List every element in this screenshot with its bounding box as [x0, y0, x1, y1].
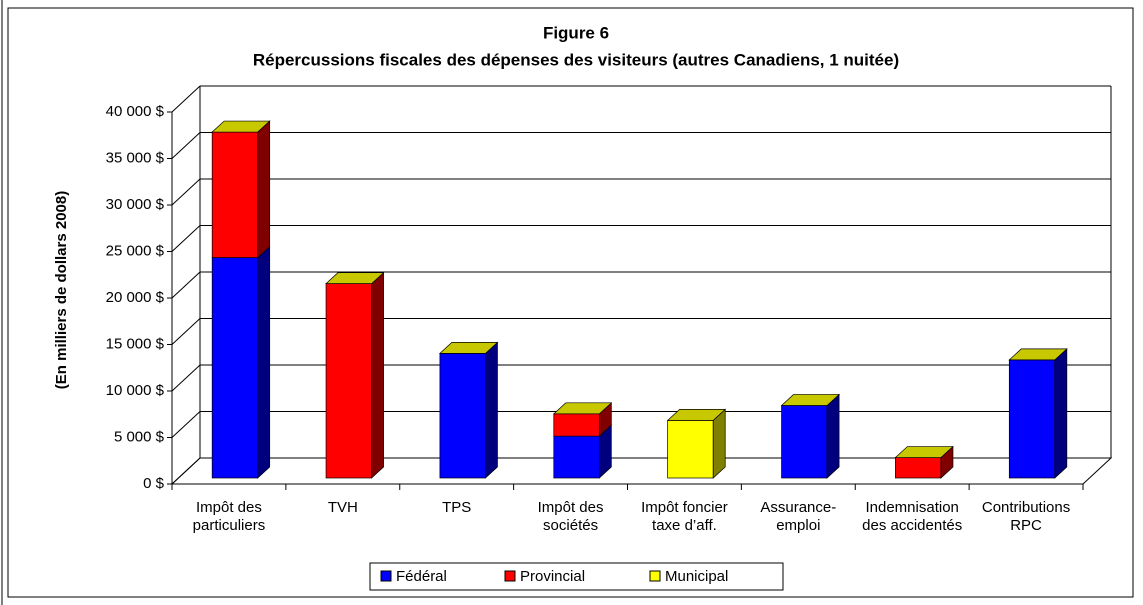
bar-top: [780, 394, 840, 406]
bar-side: [712, 408, 726, 479]
x-tick-label: TVH: [328, 499, 358, 516]
legend-swatch: [380, 570, 392, 582]
bar-segment: [1008, 359, 1056, 479]
wall-grid-line: [171, 457, 201, 485]
y-tick-label: 5 000 $: [114, 428, 165, 445]
legend-label: Fédéral: [396, 568, 447, 585]
x-tick-label: Impôt foncier taxe d’aff.: [641, 499, 728, 534]
chart-subtitle: Répercussions fiscales des dépenses des …: [253, 50, 899, 69]
legend-box: [369, 562, 784, 591]
bar-top: [552, 402, 613, 415]
legend-label: Provincial: [520, 568, 585, 585]
y-tick-label: 40 000 $: [106, 103, 165, 120]
x-tick-label: TPS: [442, 499, 471, 516]
wall-grid-line: [171, 178, 201, 206]
bar-segment: [895, 457, 942, 479]
bar-top: [666, 408, 727, 421]
y-tick-label: 20 000 $: [106, 289, 165, 306]
x-tick-label: Impôt des particuliers: [193, 499, 266, 534]
wall-grid-line: [171, 318, 201, 345]
bar-top: [211, 120, 271, 133]
bar-top: [1008, 348, 1068, 361]
bar-segment: [781, 405, 828, 479]
y-tick-label: 35 000 $: [106, 149, 165, 166]
bar-segment: [325, 283, 372, 479]
bar-side: [826, 393, 840, 479]
bar-top: [439, 342, 499, 354]
bar-top: [894, 446, 954, 458]
wall-grid-line: [171, 411, 201, 438]
chart-title: Figure 6: [543, 23, 609, 42]
bar-side: [371, 271, 384, 479]
y-tick-label: 0 $: [143, 475, 165, 492]
legend-swatch: [504, 570, 516, 582]
wall-grid-line: [171, 225, 201, 252]
y-tick-label: 10 000 $: [106, 382, 165, 399]
bar-segment: [553, 435, 600, 479]
x-tick-label: Indemnisation des accidentés: [862, 499, 962, 534]
y-tick-label: 30 000 $: [106, 196, 165, 213]
wall-grid-line: [171, 271, 201, 299]
wall-grid-line: [171, 85, 201, 113]
bar-segment: [667, 419, 714, 479]
bar-segment: [211, 131, 259, 258]
x-tick-label: Assurance-emploi: [760, 499, 836, 534]
legend-swatch: [649, 570, 661, 582]
y-tick-label: 15 000 $: [106, 335, 165, 352]
y-axis-title: (En milliers de dollars 2008): [53, 191, 70, 389]
wall-grid-line: [171, 132, 201, 159]
bar-side: [485, 341, 498, 479]
bar-segment: [211, 257, 259, 479]
x-tick-label: Impôt des sociétés: [538, 499, 604, 534]
x-tick-label: Contributions RPC: [982, 499, 1070, 534]
chart-frame: [7, 7, 1134, 598]
bar-side: [257, 245, 271, 479]
bar-side: [257, 120, 271, 259]
bar-segment: [439, 353, 486, 479]
bar-top: [325, 272, 385, 284]
bar-segment: [553, 413, 600, 437]
legend-label: Municipal: [665, 568, 728, 585]
y-tick-label: 25 000 $: [106, 242, 165, 259]
wall-grid-line: [171, 364, 201, 392]
bar-side: [1054, 348, 1068, 479]
